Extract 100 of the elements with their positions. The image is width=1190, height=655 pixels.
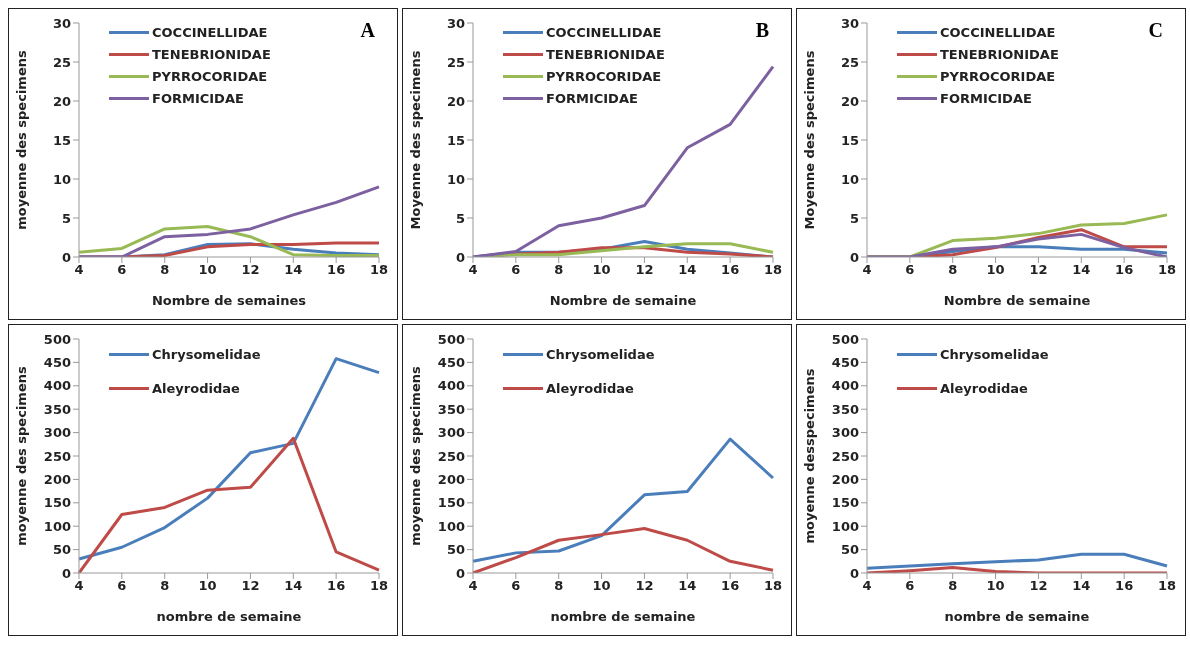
line-series	[471, 437, 775, 563]
y-tick-label: 20	[840, 93, 859, 109]
y-tick-label: 5	[61, 210, 71, 226]
x-axis-title: Nombre de semaine	[943, 293, 1091, 308]
legend-label: Chrysomelidae	[940, 346, 1049, 362]
y-tick-label: 400	[437, 378, 465, 394]
x-tick-label: 4	[468, 578, 478, 594]
x-tick-label: 14	[284, 262, 303, 278]
y-tick-label: 450	[43, 355, 71, 371]
x-tick-label: 6	[905, 578, 915, 594]
y-tick-label: 300	[43, 425, 71, 441]
y-tick-label: 0	[849, 249, 859, 265]
y-axis-title: Moyenne des specimens	[801, 50, 817, 230]
y-tick-label: 15	[52, 132, 71, 148]
y-axis-title: moyenne desspecimens	[801, 368, 817, 544]
y-tick-label: 200	[437, 472, 465, 488]
y-tick-label: 10	[52, 171, 71, 187]
x-tick-label: 8	[948, 578, 958, 594]
x-tick-label: 6	[117, 578, 127, 594]
y-tick-label: 100	[831, 518, 859, 534]
x-tick-label: 18	[1157, 262, 1177, 278]
x-tick-label: 10	[592, 262, 611, 278]
annotation: B	[755, 19, 769, 42]
x-tick-label: 8	[554, 578, 564, 594]
x-tick-label: 12	[1029, 578, 1048, 594]
legend-label: Aleyrodidae	[152, 380, 240, 396]
legend-label: COCCINELLIDAE	[546, 24, 662, 40]
y-tick-label: 350	[43, 401, 71, 417]
y-tick-label: 5	[849, 210, 859, 226]
y-tick-label: 20	[446, 93, 465, 109]
y-axis-title: moyenne des specimens	[407, 366, 423, 546]
y-tick-label: 200	[831, 472, 859, 488]
x-tick-label: 18	[763, 578, 783, 594]
annotation: A	[360, 19, 375, 42]
y-tick-label: 15	[446, 132, 465, 148]
y-tick-label: 400	[831, 378, 859, 394]
y-tick-label: 0	[849, 565, 859, 581]
y-axis-title: moyenne des specimens	[13, 50, 29, 230]
y-tick-label: 450	[437, 355, 465, 371]
legend-label: TENEBRIONIDAE	[546, 46, 665, 62]
y-tick-label: 20	[52, 93, 71, 109]
x-axis-title: nombre de semaine	[944, 609, 1090, 624]
y-tick-label: 10	[840, 171, 859, 187]
x-tick-label: 4	[74, 578, 84, 594]
legend-label: FORMICIDAE	[546, 90, 638, 106]
x-tick-label: 10	[198, 262, 217, 278]
y-tick-label: 100	[437, 518, 465, 534]
x-tick-label: 6	[511, 262, 521, 278]
x-tick-label: 4	[862, 578, 872, 594]
y-axis-title: moyenne des specimens	[13, 366, 29, 546]
legend-label: COCCINELLIDAE	[152, 24, 268, 40]
x-tick-label: 4	[468, 262, 478, 278]
x-axis-title: nombre de semaine	[550, 609, 696, 624]
x-tick-label: 12	[635, 262, 654, 278]
y-tick-label: 15	[840, 132, 859, 148]
x-tick-label: 16	[721, 578, 740, 594]
legend-label: COCCINELLIDAE	[940, 24, 1056, 40]
x-tick-label: 10	[592, 578, 611, 594]
y-tick-label: 10	[446, 171, 465, 187]
y-tick-label: 25	[52, 54, 71, 70]
y-tick-label: 0	[61, 249, 71, 265]
x-tick-label: 14	[1072, 262, 1091, 278]
x-tick-label: 14	[1072, 578, 1091, 594]
y-tick-label: 250	[831, 448, 859, 464]
x-tick-label: 8	[948, 262, 958, 278]
y-tick-label: 5	[455, 210, 465, 226]
y-tick-label: 50	[840, 542, 859, 558]
y-tick-label: 150	[831, 495, 859, 511]
y-tick-label: 150	[437, 495, 465, 511]
y-tick-label: 30	[840, 15, 859, 31]
y-tick-label: 50	[52, 542, 71, 558]
x-tick-label: 6	[905, 262, 915, 278]
x-tick-label: 14	[284, 578, 303, 594]
x-tick-label: 14	[678, 262, 697, 278]
x-tick-label: 4	[74, 262, 84, 278]
legend-label: Chrysomelidae	[152, 346, 261, 362]
y-tick-label: 200	[43, 472, 71, 488]
x-tick-label: 6	[117, 262, 127, 278]
y-tick-label: 300	[437, 425, 465, 441]
x-tick-label: 18	[1157, 578, 1177, 594]
y-tick-label: 350	[831, 401, 859, 417]
legend-label: TENEBRIONIDAE	[940, 46, 1059, 62]
x-tick-label: 18	[763, 262, 783, 278]
legend-label: FORMICIDAE	[152, 90, 244, 106]
x-tick-label: 18	[369, 262, 389, 278]
legend-label: PYRROCORIDAE	[940, 68, 1056, 84]
y-tick-label: 25	[446, 54, 465, 70]
y-tick-label: 300	[831, 425, 859, 441]
y-tick-label: 0	[61, 565, 71, 581]
legend-label: FORMICIDAE	[940, 90, 1032, 106]
y-tick-label: 500	[43, 331, 71, 347]
y-axis-title: Moyenne des specimens	[407, 50, 423, 230]
y-tick-label: 30	[446, 15, 465, 31]
x-axis-title: nombre de semaine	[156, 609, 302, 624]
y-tick-label: 100	[43, 518, 71, 534]
x-tick-label: 8	[160, 262, 170, 278]
y-tick-label: 400	[43, 378, 71, 394]
x-tick-label: 16	[1115, 262, 1134, 278]
x-tick-label: 12	[241, 262, 260, 278]
legend-label: Aleyrodidae	[940, 380, 1028, 396]
